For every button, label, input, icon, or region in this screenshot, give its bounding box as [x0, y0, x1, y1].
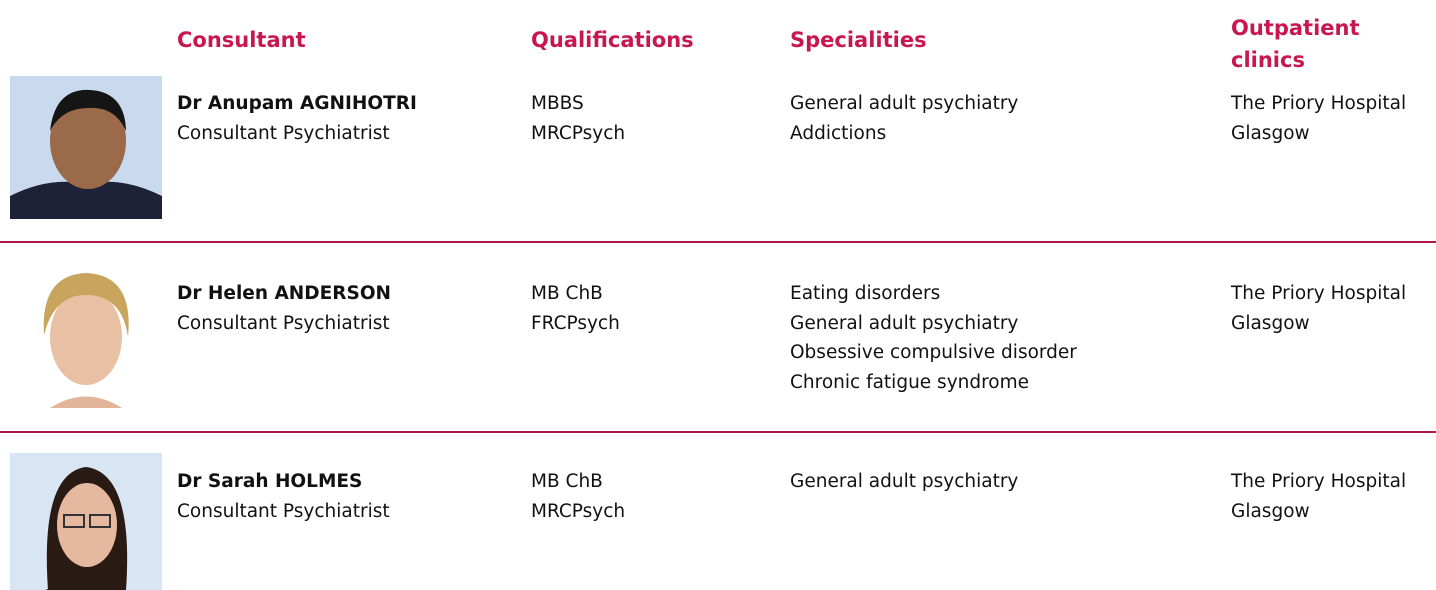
speciality: Chronic fatigue syndrome [790, 371, 1030, 393]
photo [10, 265, 162, 408]
header-specialities: Specialities [790, 28, 927, 52]
consultant-cell: Dr Sarah HOLMES Consultant Psychiatrist [177, 467, 390, 526]
clinics-cell: The Priory Hospital Glasgow [1231, 279, 1406, 338]
consultant-name: Dr Helen ANDERSON [177, 283, 392, 304]
speciality: General adult psychiatry [790, 312, 1019, 334]
clinic-line: Glasgow [1231, 312, 1310, 334]
consultant-role: Consultant Psychiatrist [177, 500, 390, 522]
specialities-cell: General adult psychiatry [790, 467, 1018, 497]
speciality: Eating disorders [790, 283, 941, 304]
clinics-cell: The Priory Hospital Glasgow [1231, 89, 1406, 148]
clinic-line: Glasgow [1231, 122, 1310, 144]
speciality: Addictions [790, 122, 887, 144]
clinic-line: Glasgow [1231, 500, 1310, 522]
photo [10, 453, 162, 590]
qualification: MBBS [531, 93, 584, 114]
specialities-cell: General adult psychiatry Addictions [790, 89, 1018, 148]
consultant-role: Consultant Psychiatrist [177, 122, 390, 144]
qualification: MB ChB [531, 283, 603, 304]
consultant-role: Consultant Psychiatrist [177, 312, 390, 334]
clinic-line: The Priory Hospital [1231, 93, 1407, 114]
qualifications-cell: MBBS MRCPsych [531, 89, 625, 148]
photo [10, 76, 162, 219]
row-separator [0, 241, 1436, 243]
header-consultant: Consultant [177, 28, 306, 52]
clinics-cell: The Priory Hospital Glasgow [1231, 467, 1406, 526]
speciality: General adult psychiatry [790, 471, 1019, 492]
consultant-cell: Dr Anupam AGNIHOTRI Consultant Psychiatri… [177, 89, 417, 148]
specialities-cell: Eating disorders General adult psychiatry… [790, 279, 1077, 397]
qualification: FRCPsych [531, 312, 620, 334]
header-clinics: Outpatient clinics [1231, 16, 1360, 72]
qualifications-cell: MB ChB FRCPsych [531, 279, 620, 338]
clinic-line: The Priory Hospital [1231, 283, 1407, 304]
speciality: General adult psychiatry [790, 93, 1019, 114]
header-qualifications: Qualifications [531, 28, 694, 52]
consultant-cell: Dr Helen ANDERSON Consultant Psychiatrist [177, 279, 391, 338]
qualification: MB ChB [531, 471, 603, 492]
qualification: MRCPsych [531, 122, 626, 144]
row-separator [0, 431, 1436, 433]
consultant-name: Dr Anupam AGNIHOTRI [177, 93, 417, 114]
qualifications-cell: MB ChB MRCPsych [531, 467, 625, 526]
qualification: MRCPsych [531, 500, 626, 522]
consultant-name: Dr Sarah HOLMES [177, 471, 363, 492]
speciality: Obsessive compulsive disorder [790, 342, 1077, 363]
clinic-line: The Priory Hospital [1231, 471, 1407, 492]
